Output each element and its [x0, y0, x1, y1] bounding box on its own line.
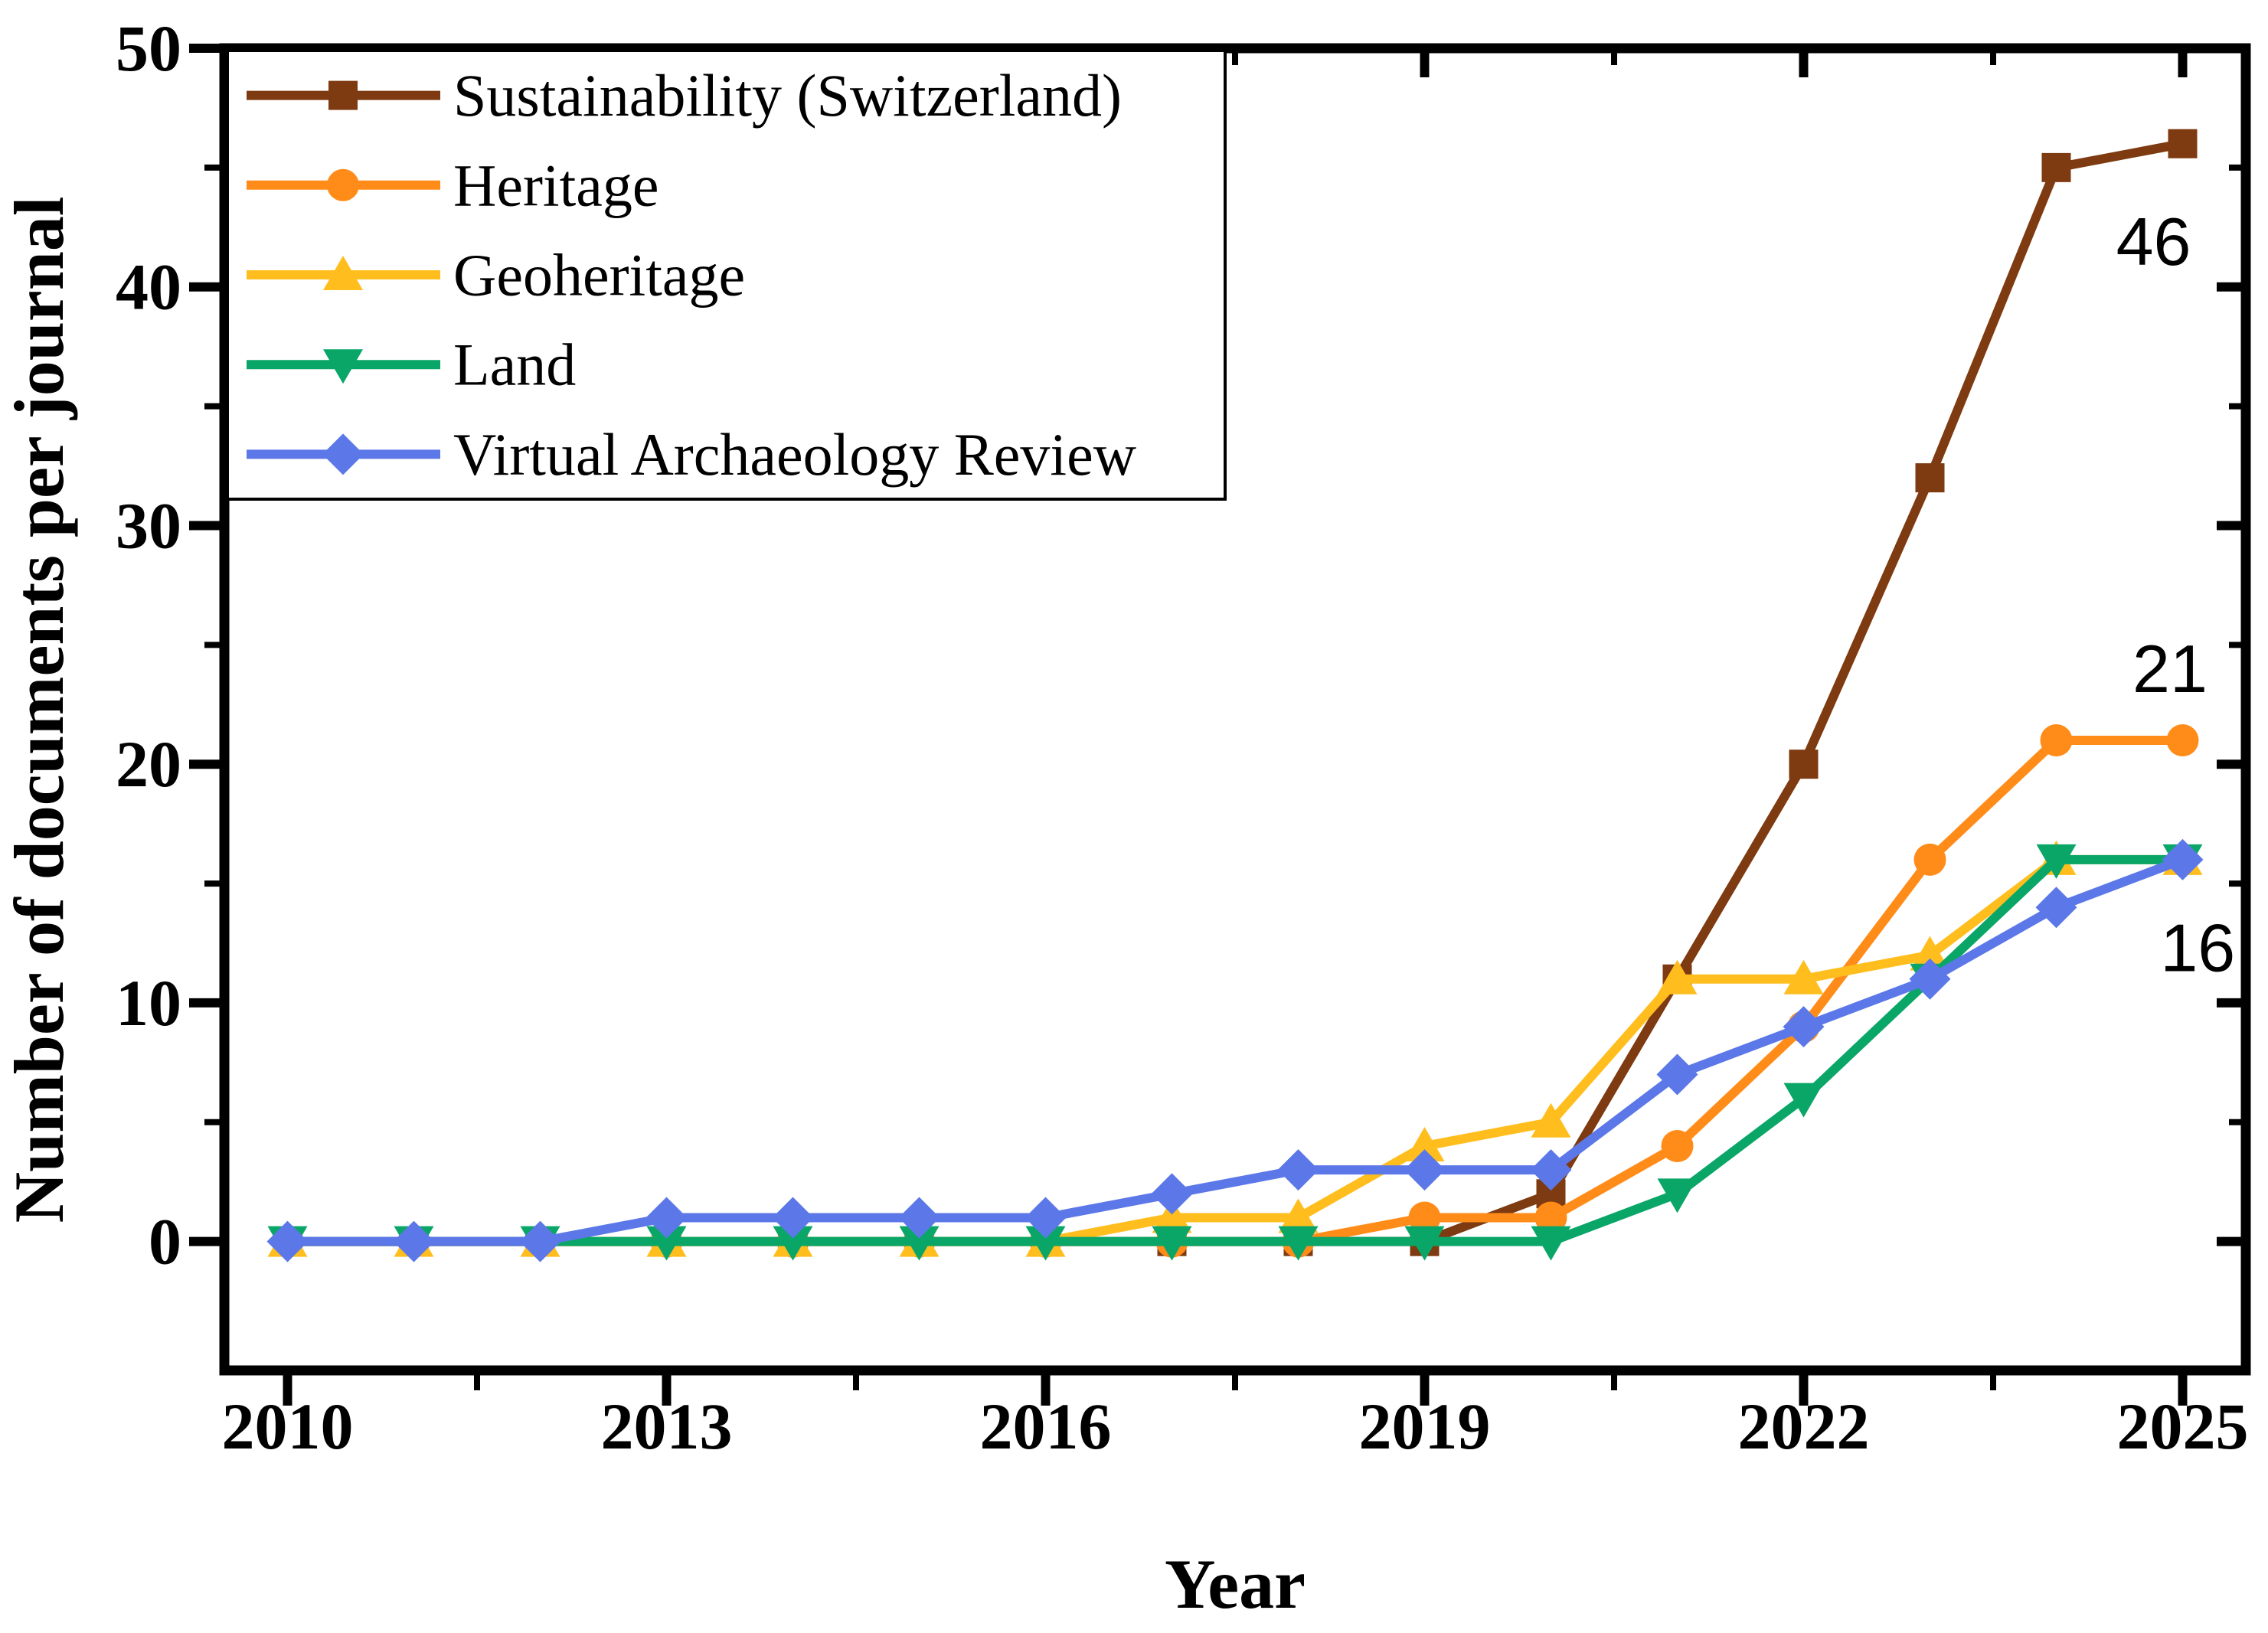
data-point-diamond	[2035, 887, 2077, 929]
y-tick-label: 50	[116, 11, 181, 85]
data-point-diamond	[2162, 838, 2204, 880]
data-point-diamond	[393, 1220, 435, 1262]
series-line-4	[283, 854, 2188, 1246]
value-annotation: 46	[2116, 204, 2191, 279]
legend-label: Land	[453, 331, 576, 398]
data-point-diamond	[1404, 1149, 1446, 1191]
data-point-triangle-down	[1152, 1226, 1192, 1261]
data-point-triangle-down	[2036, 844, 2077, 879]
data-point-triangle-up	[1152, 1198, 1192, 1233]
value-annotation: 21	[2132, 631, 2208, 707]
x-axis-title: Year	[1165, 1545, 1306, 1623]
data-point-triangle-up	[1783, 959, 1824, 994]
data-point-square	[2041, 152, 2071, 182]
legend-marker-triangle-down	[323, 349, 363, 384]
legend-marker-circle	[327, 168, 359, 201]
data-point-triangle-down	[1531, 1226, 1571, 1261]
legend-label: Virtual Archaeology Review	[453, 421, 1136, 488]
data-point-diamond	[519, 1220, 561, 1262]
data-point-diamond	[898, 1197, 940, 1239]
data-point-triangle-down	[1404, 1226, 1445, 1261]
value-annotation: 16	[2160, 910, 2235, 986]
x-tick-label: 2016	[980, 1390, 1112, 1463]
data-point-triangle-up	[1910, 936, 1950, 971]
data-point-diamond	[1783, 1006, 1825, 1048]
y-tick-label: 10	[116, 966, 181, 1040]
data-point-diamond	[1909, 958, 1951, 1000]
legend-marker-square	[328, 80, 358, 110]
data-point-diamond	[772, 1197, 814, 1239]
x-tick-label: 2019	[1359, 1390, 1491, 1463]
legend-marker-triangle-up	[323, 256, 363, 290]
x-tick-label: 2025	[2117, 1390, 2249, 1463]
legend-label: Heritage	[453, 152, 659, 218]
series-line-5	[283, 854, 2188, 1246]
data-point-triangle-down	[646, 1226, 687, 1261]
data-point-circle	[1661, 1129, 1694, 1162]
legend-marker-diamond	[322, 433, 364, 475]
y-tick-label: 30	[116, 488, 181, 562]
data-point-triangle-down	[1025, 1226, 1066, 1261]
data-point-diamond	[1025, 1197, 1067, 1239]
data-point-triangle-down	[773, 1226, 813, 1261]
x-tick-label: 2010	[222, 1390, 354, 1463]
data-point-triangle-up	[1404, 1126, 1445, 1161]
data-point-triangle-up	[1278, 1198, 1319, 1233]
data-point-diamond	[1151, 1173, 1193, 1215]
data-point-square	[1915, 463, 1945, 493]
data-point-square	[1789, 750, 1819, 779]
data-point-triangle-up	[1531, 1102, 1571, 1138]
data-point-diamond	[1530, 1149, 1572, 1191]
data-point-circle	[2040, 724, 2073, 757]
y-axis-title: Number of documents per journal	[0, 197, 78, 1223]
data-point-diamond	[1656, 1053, 1698, 1096]
legend-label: Geoheritage	[453, 242, 745, 309]
data-point-square	[2168, 129, 2198, 158]
y-tick-label: 40	[116, 250, 181, 324]
y-tick-label: 20	[116, 727, 181, 801]
data-point-circle	[1408, 1201, 1441, 1234]
data-point-triangle-down	[1783, 1083, 1824, 1118]
legend-label: Sustainability (Switzerland)	[453, 62, 1122, 129]
data-point-triangle-down	[1657, 1178, 1698, 1213]
x-tick-label: 2022	[1738, 1390, 1870, 1463]
data-point-triangle-up	[1657, 959, 1698, 994]
x-tick-label: 2013	[601, 1390, 733, 1463]
data-point-diamond	[266, 1220, 309, 1262]
data-point-circle	[2166, 724, 2199, 757]
data-point-diamond	[645, 1197, 688, 1239]
data-point-circle	[1534, 1201, 1567, 1234]
data-point-circle	[1913, 843, 1946, 876]
data-point-triangle-down	[899, 1226, 940, 1261]
data-point-triangle-down	[1278, 1226, 1319, 1261]
y-tick-label: 0	[149, 1205, 181, 1279]
data-point-diamond	[1277, 1149, 1319, 1191]
